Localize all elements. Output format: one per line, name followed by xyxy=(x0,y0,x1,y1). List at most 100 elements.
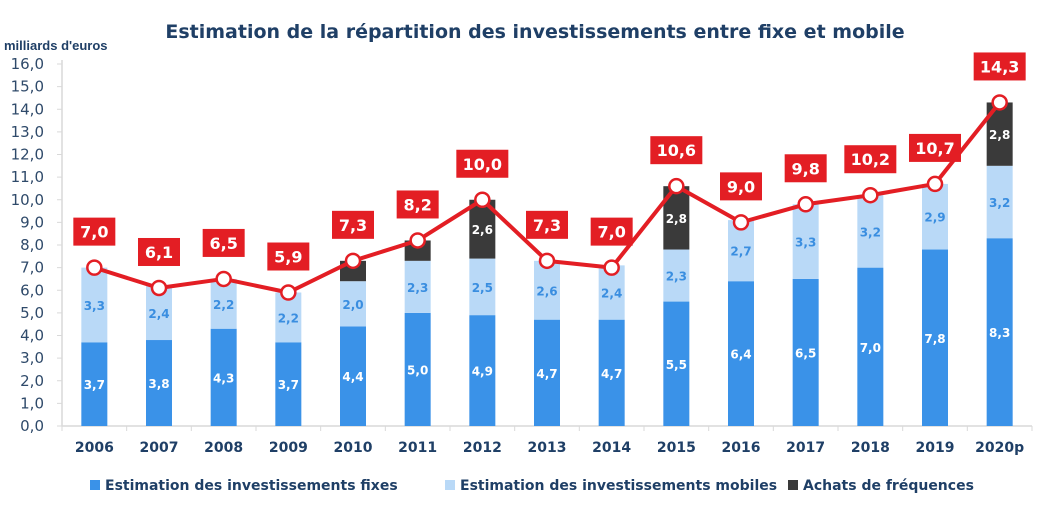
y-tick-label: 10,0 xyxy=(11,191,44,209)
bar-value-label: 2,7 xyxy=(730,245,751,259)
total-point xyxy=(86,259,103,276)
legend: Estimation des investissements fixes Esti… xyxy=(90,478,974,494)
x-tick-label: 2011 xyxy=(398,440,437,456)
total-label: 10,6 xyxy=(657,141,696,160)
bar-segment xyxy=(534,319,560,426)
y-tick-label: 12,0 xyxy=(11,146,44,164)
bar-value-label: 3,3 xyxy=(84,299,105,313)
total-label-box xyxy=(202,228,245,257)
total-point xyxy=(797,196,814,213)
total-label: 10,0 xyxy=(463,155,502,174)
y-tick-label: 11,0 xyxy=(11,168,44,186)
x-tick-label: 2017 xyxy=(786,440,825,456)
total-label: 9,8 xyxy=(791,159,819,178)
bar-value-label: 7,8 xyxy=(924,332,945,346)
bar-value-label: 2,3 xyxy=(666,270,687,284)
bar-segment xyxy=(275,292,302,343)
total-label-box xyxy=(973,52,1026,81)
bar-value-label: 2,6 xyxy=(536,284,557,298)
total-point xyxy=(344,252,362,270)
bar-value-label: 4,9 xyxy=(472,365,493,379)
bars xyxy=(81,102,1013,426)
total-label: 7,0 xyxy=(80,223,108,242)
bar-value-label: 5,0 xyxy=(407,363,428,377)
total-label-box xyxy=(267,242,310,271)
bar-value-label: 4,7 xyxy=(601,367,622,381)
legend-label: Estimation des investissements fixes xyxy=(105,478,398,494)
x-tick-label: 2013 xyxy=(528,440,567,456)
legend-swatch xyxy=(90,480,100,490)
x-tick-label: 2010 xyxy=(334,440,373,456)
bar-segment xyxy=(210,328,237,426)
total-label: 7,3 xyxy=(339,216,367,235)
total-label: 7,3 xyxy=(533,216,561,235)
legend-swatch xyxy=(788,480,798,490)
bar-value-label: 2,3 xyxy=(407,281,428,295)
total-label-box xyxy=(590,217,633,246)
segment-labels: 3,7 3,8 4,3 3,7 4,4 5,0 4,9 4,7 4,7 5,5 6,4 6,5 7,0 7… xyxy=(84,128,1011,392)
bar-value-label: 3,3 xyxy=(795,236,816,250)
total-point xyxy=(862,186,879,204)
bar-value-label: 2,9 xyxy=(924,211,945,225)
x-tick-label: 2006 xyxy=(75,440,114,456)
bar-value-label: 4,3 xyxy=(213,371,234,385)
total-point xyxy=(409,232,426,249)
total-label: 9,0 xyxy=(727,177,755,196)
bar-value-label: 3,7 xyxy=(278,378,299,392)
legend-label: Achats de fréquences xyxy=(803,478,974,494)
bar-value-label: 2,0 xyxy=(342,298,363,312)
bar-segment xyxy=(986,165,1013,239)
bar-segment xyxy=(146,340,172,426)
bar-segment xyxy=(340,326,366,426)
total-label-box xyxy=(784,154,827,183)
x-tick-label: 2018 xyxy=(851,440,890,456)
bar-value-label: 8,3 xyxy=(989,326,1010,340)
bar-segment xyxy=(275,342,302,426)
bar-value-label: 3,7 xyxy=(84,378,105,392)
total-line: 7,0 6,1 6,5 5,9 7,3 8,2 10,0 7,3 7,0 10,6 9,0 9,8 10… xyxy=(73,52,1026,301)
total-label-box xyxy=(456,149,509,178)
bar-segment xyxy=(210,278,237,329)
total-label: 8,2 xyxy=(403,195,431,214)
total-point xyxy=(215,270,232,288)
bar-segment xyxy=(81,267,108,343)
bar-segment xyxy=(728,281,754,426)
bar-segment xyxy=(857,267,884,426)
bar-value-label: 3,8 xyxy=(148,377,169,391)
bar-segment xyxy=(340,281,366,327)
bar-value-label: 3,2 xyxy=(989,196,1010,210)
bar-value-label: 4,4 xyxy=(342,370,363,384)
bar-segment xyxy=(404,260,431,313)
bar-segment xyxy=(404,312,431,426)
bar-value-label: 6,5 xyxy=(795,346,816,360)
bar-value-label: 2,6 xyxy=(472,223,493,237)
bar-value-label: 5,5 xyxy=(666,358,687,372)
x-axis: 2006 2007 2008 2009 2010 2011 2012 2013 2014 2015… xyxy=(61,425,1033,456)
bar-segment xyxy=(81,342,108,426)
bar-segment xyxy=(922,183,948,250)
x-tick-label: 2016 xyxy=(722,440,761,456)
total-label-box xyxy=(332,210,374,239)
x-tick-label: 2015 xyxy=(657,440,696,456)
total-label: 5,9 xyxy=(274,248,302,267)
bar-value-label: 2,4 xyxy=(601,287,622,301)
bar-value-label: 2,5 xyxy=(472,281,493,295)
chart-title: Estimation de la répartition des investi… xyxy=(165,21,904,43)
bar-segment xyxy=(469,258,496,316)
total-label: 7,0 xyxy=(597,223,625,242)
total-label: 10,2 xyxy=(851,150,890,169)
y-tick-label: 0,0 xyxy=(20,417,44,435)
total-point xyxy=(603,259,620,276)
total-point xyxy=(991,94,1008,111)
y-tick-label: 7,0 xyxy=(20,259,44,277)
bar-value-label: 2,2 xyxy=(213,298,234,312)
y-tick-label: 3,0 xyxy=(20,349,44,367)
x-tick-label: 2014 xyxy=(592,440,631,456)
x-tick-label: 2008 xyxy=(204,440,243,456)
bar-value-label: 2,4 xyxy=(148,307,169,321)
y-tick-label: 5,0 xyxy=(20,304,44,322)
total-label-box xyxy=(650,136,703,165)
x-tick-label: 2020p xyxy=(975,440,1024,456)
bar-segment xyxy=(469,315,496,426)
